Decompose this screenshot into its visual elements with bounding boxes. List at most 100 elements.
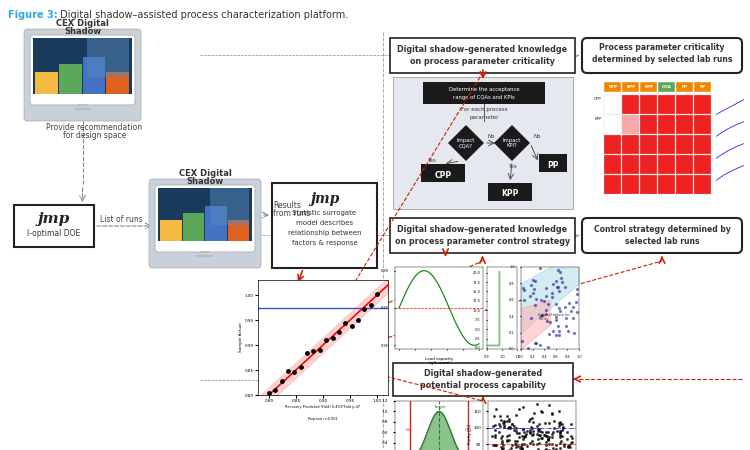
Bar (658, 115, 675, 134)
Point (536, 312, 548, 319)
Point (546, 409, 558, 416)
Text: Yes: Yes (427, 158, 436, 162)
X-axis label: Recovery Predicted (Fold) 0.453*Fold p.47: Recovery Predicted (Fold) 0.453*Fold p.4… (286, 405, 361, 409)
Point (546, 293, 558, 301)
Point (551, 351, 563, 358)
Point (339, 320, 351, 327)
Text: Provide recommendation: Provide recommendation (46, 123, 142, 132)
Text: from runs: from runs (273, 208, 310, 217)
Point (572, 291, 584, 298)
Text: Determine the acceptance: Determine the acceptance (448, 86, 519, 91)
Point (517, 425, 529, 432)
Point (510, 427, 522, 434)
Bar (390, 38, 575, 73)
Point (526, 418, 538, 425)
Point (542, 436, 554, 443)
Point (503, 423, 515, 431)
Point (503, 446, 515, 450)
Point (496, 440, 508, 447)
Text: Pearson r=0.001: Pearson r=0.001 (308, 417, 338, 421)
Text: potential process capability: potential process capability (420, 382, 546, 391)
Point (524, 415, 536, 423)
Bar (160, 220, 182, 241)
Bar (393, 77, 573, 209)
Bar (694, 135, 711, 154)
Text: For each process: For each process (460, 108, 507, 112)
Bar (14, 205, 94, 247)
Point (559, 440, 571, 447)
Point (510, 449, 522, 450)
Point (498, 423, 510, 430)
Point (565, 447, 577, 450)
Point (539, 420, 551, 427)
Point (536, 434, 548, 441)
Point (550, 301, 562, 308)
Text: Control strategy determined by: Control strategy determined by (593, 225, 730, 234)
Polygon shape (494, 125, 530, 161)
Point (571, 308, 583, 315)
Point (346, 323, 358, 330)
Text: Digital shadow–generated knowledge: Digital shadow–generated knowledge (398, 45, 568, 54)
Point (525, 315, 537, 322)
Point (526, 441, 538, 448)
Point (515, 442, 527, 450)
Point (543, 330, 555, 338)
Point (501, 432, 513, 439)
Point (541, 432, 553, 440)
Point (269, 386, 281, 393)
Point (556, 420, 568, 427)
Point (553, 449, 565, 450)
Bar (676, 95, 693, 114)
Bar (640, 155, 657, 174)
Point (275, 377, 287, 384)
Point (571, 285, 583, 292)
Text: selected lab runs: selected lab runs (625, 237, 699, 246)
Point (512, 429, 524, 436)
Bar (58, 64, 82, 94)
Point (506, 420, 518, 427)
Point (556, 423, 568, 431)
Point (562, 443, 574, 450)
Point (541, 447, 553, 450)
Point (532, 427, 544, 434)
Point (487, 441, 499, 448)
Text: range of CQAs and KPIs: range of CQAs and KPIs (453, 94, 514, 99)
Point (516, 446, 528, 450)
Bar (676, 175, 693, 194)
Point (489, 441, 501, 449)
Point (494, 421, 506, 428)
Point (540, 446, 552, 450)
Point (554, 418, 566, 426)
Point (495, 417, 507, 424)
Bar (390, 218, 575, 253)
Point (553, 423, 565, 430)
Text: PP: PP (682, 85, 688, 89)
FancyBboxPatch shape (582, 218, 742, 253)
Point (580, 269, 592, 276)
Point (536, 428, 548, 435)
Point (538, 446, 550, 450)
Point (554, 430, 566, 437)
Point (506, 442, 518, 449)
Point (580, 260, 592, 267)
Point (548, 425, 560, 432)
Point (533, 432, 545, 439)
Point (534, 427, 546, 434)
Point (540, 438, 552, 446)
Point (561, 435, 573, 442)
Point (567, 304, 579, 311)
Point (562, 442, 574, 450)
Point (530, 296, 542, 303)
FancyBboxPatch shape (582, 38, 742, 73)
Point (514, 405, 526, 412)
Point (504, 424, 516, 431)
Text: No: No (487, 135, 494, 140)
Point (516, 432, 528, 439)
Point (489, 421, 501, 428)
Point (509, 441, 521, 448)
Bar (604, 95, 621, 114)
Point (551, 266, 563, 274)
Bar (676, 115, 693, 134)
Point (503, 432, 515, 439)
Text: CPP: CPP (434, 171, 451, 180)
